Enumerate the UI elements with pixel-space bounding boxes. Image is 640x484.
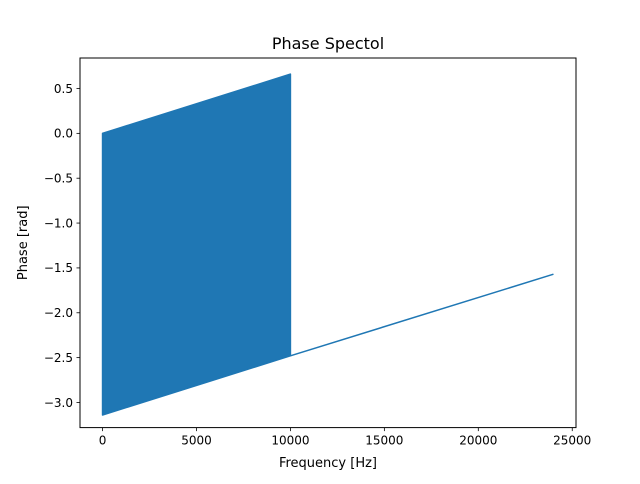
y-tick-label: −2.5 <box>44 351 73 365</box>
x-tick-label: 25000 <box>553 434 591 448</box>
y-tick-label: 0.0 <box>54 127 73 141</box>
y-tick-label: 0.5 <box>54 82 73 96</box>
x-tick-label: 20000 <box>459 434 497 448</box>
x-tick-label: 0 <box>99 434 107 448</box>
x-tick-label: 5000 <box>181 434 212 448</box>
plot-data <box>101 73 554 416</box>
y-tick-label: −3.0 <box>44 396 73 410</box>
x-tick-label: 15000 <box>365 434 403 448</box>
phase-line <box>290 273 554 357</box>
x-axis-label: Frequency [Hz] <box>279 456 377 471</box>
y-tick-label: −1.5 <box>44 261 73 275</box>
y-tick-label: −1.0 <box>44 216 73 230</box>
y-tick-label: −2.0 <box>44 306 73 320</box>
y-tick-label: −0.5 <box>44 172 73 186</box>
phase-oscillation-band <box>101 73 292 416</box>
axes-frame <box>79 57 577 429</box>
chart-title: Phase Spectol <box>272 34 384 53</box>
y-axis-label: Phase [rad] <box>16 205 31 280</box>
y-axis-ticks: 0.5 0.0 −0.5 −1.0 −1.5 −2.0 −2.5 −3.0 <box>44 82 80 410</box>
x-axis-ticks: 0 5000 10000 15000 20000 25000 <box>99 427 591 448</box>
x-tick-label: 10000 <box>271 434 309 448</box>
